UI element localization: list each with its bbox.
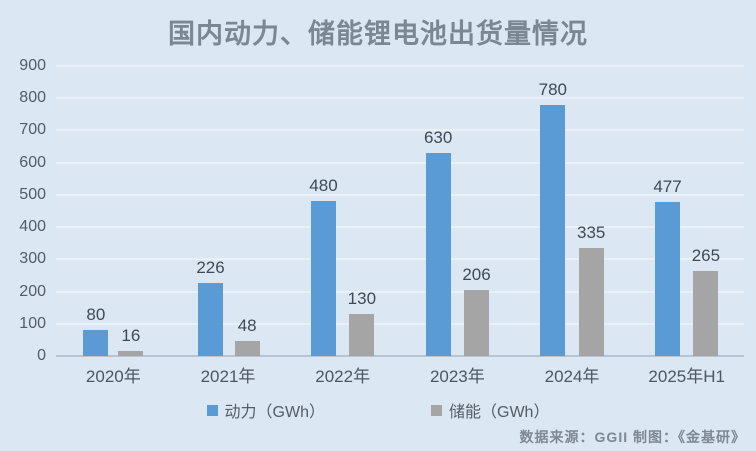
gridline	[56, 97, 744, 100]
bar	[655, 202, 680, 356]
bar	[693, 270, 719, 356]
bar-group: 80 16	[56, 66, 171, 356]
bar-value-label: 335	[577, 223, 606, 243]
bar	[83, 330, 109, 356]
bar-value-label: 80	[86, 305, 106, 325]
y-axis-tick: 200	[19, 282, 46, 300]
bar-column: 16	[118, 66, 144, 356]
x-axis-label: 2021年	[200, 367, 256, 386]
gridline	[56, 290, 744, 293]
y-axis-tick: 300	[19, 250, 46, 268]
x-axis-label: 2020年	[85, 367, 141, 386]
legend-item: 动力（GWh）	[206, 398, 325, 422]
bar-value-label: 630	[423, 128, 453, 147]
bar-column: 630	[424, 66, 452, 356]
grid-layer	[56, 65, 744, 357]
bar	[464, 289, 490, 356]
gridline	[56, 193, 744, 196]
gridline	[56, 322, 744, 325]
bar-column: 265	[692, 66, 720, 356]
source-note: 数据来源：GGII 制图：《金基研》	[519, 429, 746, 445]
bar	[349, 314, 375, 356]
bar-column: 130	[348, 66, 376, 356]
y-axis-tick: 800	[19, 89, 46, 107]
y-axis-tick: 600	[19, 153, 46, 171]
y-axis-tick: 0	[37, 347, 46, 364]
y-axis-tick: 100	[19, 314, 46, 332]
bar-column: 48	[234, 66, 260, 356]
bar-group: 226 48	[171, 66, 286, 356]
bars-layer: 80 16 226 48 480 130 630 206 780 335 477 265	[56, 66, 744, 356]
chart-title: 国内动力、储能锂电池出货量情况	[168, 19, 588, 49]
x-axis: 2020年 2021年 2022年 2023年 2024年 2025年H1	[56, 362, 744, 387]
gridline	[56, 65, 744, 67]
y-axis: 0 100 200 300 400 500 600 700 800 900	[0, 57, 46, 364]
legend-swatch	[431, 404, 442, 416]
bar-group: 630 206	[400, 66, 515, 356]
bar-group: 477 265	[629, 66, 744, 356]
gridline	[56, 129, 744, 132]
y-axis-tick: 400	[19, 218, 46, 236]
y-axis-tick: 900	[19, 57, 46, 74]
bar-value-label: 226	[196, 258, 225, 278]
bar-value-label: 480	[309, 176, 338, 196]
legend: 动力（GWh） 储能（GWh）	[0, 398, 756, 422]
bar-group: 480 130	[285, 66, 400, 356]
bar-column: 206	[462, 66, 491, 356]
bar-column: 335	[577, 66, 605, 356]
bar-value-label: 206	[462, 264, 491, 284]
bar-value-label: 48	[237, 315, 257, 335]
bar-value-label: 780	[538, 79, 568, 99]
bar-value-label: 130	[347, 289, 377, 309]
gridline	[56, 226, 744, 229]
bar-column: 780	[539, 66, 567, 356]
x-axis-label: 2022年	[315, 367, 371, 386]
bar	[310, 201, 336, 356]
plot-area: 80 16 226 48 480 130 630 206 780 335 477 265	[56, 65, 744, 357]
bar-column: 80	[83, 66, 109, 356]
legend-swatch	[206, 404, 218, 416]
x-axis-label: 2024年	[544, 367, 600, 386]
bar-value-label: 265	[691, 245, 721, 265]
x-axis-label: 2023年	[429, 367, 485, 386]
bar	[118, 350, 144, 356]
bar-group: 780 335	[515, 66, 630, 356]
y-axis-tick: 700	[19, 121, 46, 139]
bar	[234, 340, 260, 356]
legend-item: 储能（GWh）	[431, 398, 549, 422]
bar-value-label: 477	[653, 177, 682, 197]
bar	[425, 153, 451, 356]
legend-label: 动力（GWh）	[224, 404, 325, 421]
bar	[540, 104, 566, 356]
bar-column: 480	[309, 66, 338, 356]
legend-label: 储能（GWh）	[449, 404, 550, 421]
bar	[578, 248, 604, 356]
bar	[198, 283, 223, 356]
bar-column: 477	[653, 66, 682, 356]
x-axis-line	[56, 355, 744, 357]
x-axis-label: 2025年H1	[648, 367, 725, 386]
bar-column: 226	[196, 66, 225, 356]
bar-value-label: 16	[121, 325, 141, 345]
gridline	[56, 258, 744, 261]
gridline	[56, 161, 744, 164]
y-axis-tick: 500	[19, 185, 46, 203]
